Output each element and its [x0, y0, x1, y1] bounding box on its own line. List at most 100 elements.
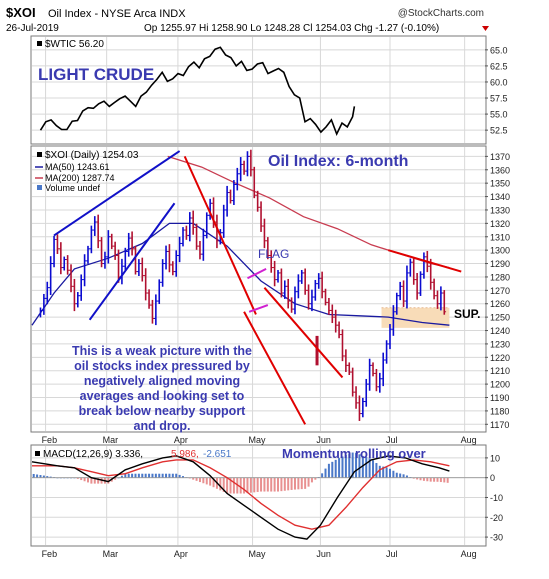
flag-line-lower: [248, 304, 269, 313]
wtic-title: LIGHT CRUDE: [38, 65, 154, 84]
macd-hist-bar: [148, 473, 151, 478]
macd-hist-bar: [256, 477, 259, 492]
macd-hist-bar: [378, 465, 381, 478]
support-band: [381, 307, 450, 328]
macd-hist-bar: [212, 477, 215, 488]
macd-hist-bar: [195, 477, 198, 481]
macd-hist-bar: [443, 477, 446, 483]
macd-hist-bar: [198, 477, 201, 483]
commentary-line-3: negatively aligned moving: [84, 374, 240, 388]
macd-tick-label-2: -10: [490, 493, 503, 503]
macd-hist-bar: [249, 477, 252, 493]
macd-month-label-5: Jul: [386, 549, 398, 559]
macd-hist-bar: [42, 475, 45, 478]
macd-hist-bar: [127, 473, 130, 478]
macd-hist-bar: [297, 477, 300, 490]
macd-hist-bar: [331, 461, 334, 478]
macd-hist-bar: [355, 452, 358, 478]
macd-hist-bar: [144, 473, 147, 478]
downtrend-line-lower: [243, 311, 307, 425]
xoi-tick-label-8: 1250: [490, 313, 510, 323]
macd-hist-bar: [226, 477, 229, 494]
macd-hist-bar: [436, 477, 439, 482]
header-symbol: $XOI: [6, 5, 36, 20]
header-name: Oil Index - NYSE Arca INDX: [48, 8, 186, 20]
xoi-legend-ma50: MA(50) 1243.61: [45, 162, 110, 172]
macd-hist-bar: [372, 460, 375, 478]
flag-line-upper: [247, 268, 267, 280]
xoi-tick-label-20: 1370: [490, 152, 510, 162]
macd-hist-bar: [293, 477, 296, 490]
macd-hist-bar: [114, 477, 117, 480]
macd-hist-bar: [341, 456, 344, 478]
macd-hist-bar: [358, 454, 361, 478]
wtic-tick-label-4: 62.5: [490, 61, 508, 71]
macd-hist-bar: [395, 472, 398, 478]
xoi-tick-label-4: 1210: [490, 366, 510, 376]
macd-hist-bar: [168, 473, 171, 478]
ma50-line: [31, 222, 450, 326]
wtic-legend-swatch: [37, 41, 42, 46]
macd-hist-bar: [368, 458, 371, 478]
macd-hist-bar: [392, 470, 395, 478]
xoi-tick-label-9: 1260: [490, 299, 510, 309]
macd-hist-bar: [416, 477, 419, 480]
macd-hist-bar: [375, 463, 378, 478]
macd-hist-bar: [348, 453, 351, 478]
commentary-line-1: This is a weak picture with the: [72, 344, 252, 358]
macd-month-label-4: Jun: [316, 549, 331, 559]
header-source: @StockCharts.com: [398, 8, 484, 19]
axis-layer: 52.5 55.0 57.5 60.0 62.5 65.0 1170 1180 1190 1200…: [42, 45, 510, 559]
macd-hist-bar: [351, 452, 354, 478]
macd-month-label-6: Aug: [461, 549, 477, 559]
macd-hist-bar: [151, 473, 154, 478]
macd-hist-bar: [382, 466, 385, 478]
macd-hist-bar: [253, 477, 256, 493]
macd-legend-signal: 5.986,: [171, 449, 199, 460]
macd-month-label-1: Mar: [103, 549, 119, 559]
macd-hist-bar: [165, 473, 168, 478]
macd-hist-bar: [327, 463, 330, 478]
xoi-month-label-4: Jun: [316, 435, 331, 445]
macd-hist-bar: [422, 477, 425, 481]
macd-hist-bar: [243, 477, 246, 494]
xoi-month-label-2: Apr: [174, 435, 188, 445]
macd-hist-bar: [263, 477, 266, 492]
macd-legend-swatch: [35, 451, 40, 456]
macd-hist-bar: [419, 477, 422, 481]
wtic-tick-label-3: 60.0: [490, 77, 508, 87]
macd-hist-bar: [290, 477, 293, 490]
macd-hist-bar: [49, 476, 52, 478]
xoi-month-label-5: Jul: [386, 435, 398, 445]
xoi-month-label-0: Feb: [42, 435, 58, 445]
macd-month-label-2: Apr: [174, 549, 188, 559]
commentary-line-6: and drop.: [134, 419, 191, 433]
macd-hist-bar: [270, 477, 273, 492]
xoi-tick-label-17: 1340: [490, 192, 510, 202]
macd-hist-bar: [338, 458, 341, 478]
macd-hist-bar: [388, 468, 391, 478]
wtic-tick-label-0: 52.5: [490, 126, 508, 136]
xoi-tick-label-11: 1280: [490, 272, 510, 282]
macd-hist-bar: [36, 474, 39, 478]
xoi-legend-ma200: MA(200) 1287.74: [45, 173, 115, 183]
macd-hist-bar: [266, 477, 269, 492]
macd-hist-bar: [39, 475, 42, 478]
macd-hist-bar: [433, 477, 436, 482]
macd-hist-bar: [307, 477, 310, 487]
commentary-line-2: oil stocks index pressured by: [74, 359, 250, 373]
macd-hist-bar: [260, 477, 263, 492]
xoi-tick-label-15: 1320: [490, 219, 510, 229]
macd-hist-bar: [365, 457, 368, 478]
macd-hist-bar: [344, 454, 347, 478]
macd-tick-label-4: 10: [490, 453, 500, 463]
xoi-tick-label-2: 1190: [490, 393, 509, 403]
wtic-price-line: [39, 46, 356, 137]
macd-hist-bar: [154, 473, 157, 478]
macd-hist-bar: [426, 477, 429, 482]
macd-hist-bar: [32, 473, 35, 478]
xoi-tick-label-19: 1360: [490, 165, 510, 175]
macd-hist-bar: [300, 477, 303, 490]
macd-hist-bar: [314, 477, 317, 480]
